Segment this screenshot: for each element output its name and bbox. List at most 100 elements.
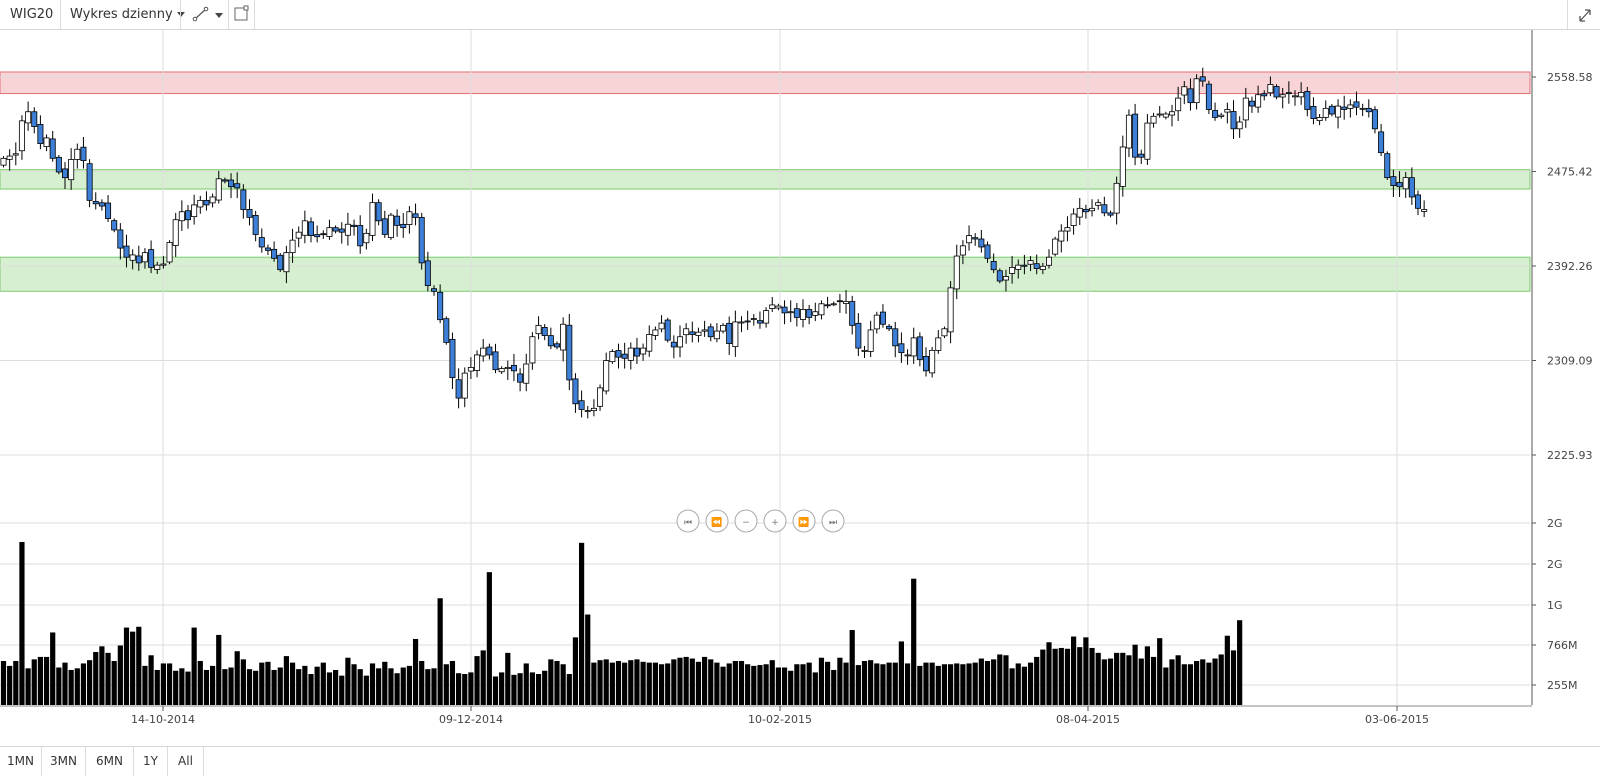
candle-body [486,346,493,356]
nav-forward-button[interactable]: ⏩ [792,509,816,533]
range-all-button[interactable]: All [168,747,204,776]
nav-first-button[interactable]: ⏮ [676,509,700,533]
volume-bar [972,662,978,705]
volume-bar [394,673,400,705]
candle-body [800,309,807,320]
volume-bar [1077,647,1083,705]
shape-tool-button[interactable] [234,0,250,29]
volume-bar [812,672,818,705]
volume-bar [1064,648,1071,705]
range-1y-button[interactable]: 1Y [134,747,168,776]
candle-body [554,343,561,348]
volume-bar [640,661,646,705]
symbol-label[interactable]: WIG20 [10,7,54,22]
volume-bar [197,660,203,705]
top-toolbar: WIG20 Wykres dzienny [0,0,1600,30]
volume-bar [437,598,443,705]
candle-body [818,303,825,316]
candle-body [738,321,745,324]
candle-body [978,238,985,248]
volume-bar [462,674,468,705]
volume-bar [892,662,898,705]
nav-glyph: ⏩ [798,516,809,528]
zoom-out-icon [734,509,758,533]
candle-body [62,168,69,179]
range-6mn-button[interactable]: 6MN [86,747,134,776]
candle-body [615,350,622,358]
volume-bar [646,662,652,705]
volume-bar [917,665,923,705]
candle-body [1267,84,1274,94]
candle-body [1181,86,1188,96]
candle-body [1298,92,1305,98]
draw-tool-dropdown[interactable] [192,0,226,29]
volume-bar [74,668,80,705]
volume-bar [634,659,640,705]
candle-body [929,349,936,374]
candle-body [74,148,81,160]
volume-bar [757,665,763,705]
candle-body [264,247,271,251]
volume-bar [302,665,308,705]
nav-last-button[interactable]: ⏭ [821,509,845,533]
candle-body [68,159,75,181]
toolbar-divider [254,0,255,29]
volume-bar [308,674,314,705]
volume-bar [425,669,431,705]
volume-bar [492,676,499,705]
price-chart[interactable]: 2558.58 2475.42 2392.26 2309.09 2225.93 2G 2G 1… [0,30,1600,745]
volume-tick-label: 1G [1547,599,1563,612]
volume-bar [87,660,93,705]
candle-body [1187,88,1194,104]
candle-body [117,229,124,249]
candle-body [775,305,782,309]
candle-body [289,239,296,254]
nav-zoom-out-button[interactable]: − [734,509,758,533]
candle-body [344,223,351,236]
expand-button[interactable] [1578,0,1592,29]
volume-bar [160,663,166,705]
candle-body [209,196,216,204]
volume-bar [904,663,911,705]
volume-bar [874,663,880,705]
candle-body [627,347,634,361]
volume-bar [25,668,31,705]
nav-rewind-button[interactable]: ⏪ [705,509,729,533]
candle-body [1082,208,1089,213]
volume-bar [751,665,757,705]
candle-body [855,322,862,349]
candle-body [763,310,770,324]
toolbar-divider [228,0,229,29]
volume-bar [997,654,1003,705]
candle-body [560,323,567,351]
candle-body [1421,209,1428,212]
volume-bar [923,662,929,705]
volume-bar [1089,647,1095,705]
candle-body [271,248,278,259]
candle-body [941,328,948,337]
candle-body [910,337,917,357]
candle-body [400,223,407,229]
volume-bar [99,646,105,705]
volume-bar [769,660,775,705]
chart-type-dropdown[interactable]: Wykres dzienny [70,0,185,29]
volume-bar [1144,646,1150,705]
volume-bar [1120,652,1126,705]
nav-zoom-in-button[interactable]: + [763,509,787,533]
candle-body [720,324,727,332]
volume-bar [185,671,191,705]
volume-bar [351,664,357,705]
candle-body [646,334,653,352]
toolbar-divider [180,0,181,29]
candle-body [1310,106,1317,119]
range-1mn-button[interactable]: 1MN [0,747,42,776]
candle-body [904,354,911,357]
candle-body [1033,263,1040,269]
volume-bar [505,652,511,705]
range-3mn-button[interactable]: 3MN [42,747,86,776]
volume-bar [31,659,37,705]
volume-bar [1114,652,1120,705]
candle-body [412,213,419,218]
volume-tick-label: 2G [1547,517,1563,530]
volume-bar [1200,659,1206,705]
